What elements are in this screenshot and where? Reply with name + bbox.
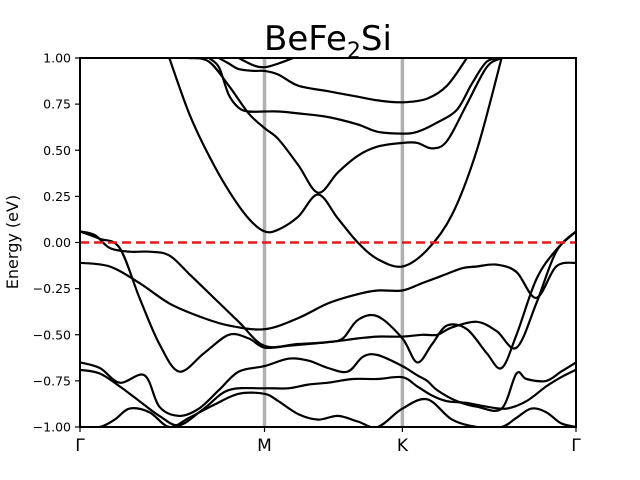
y-axis-ticks: 1.00 0.75 0.50 0.25 0.00 −0.25 −0.50 −0.75 −1.00 xyxy=(33,51,80,435)
y-tick-label: −1.00 xyxy=(33,420,71,435)
band-6 xyxy=(168,58,503,268)
title-subscript: 2 xyxy=(347,39,361,64)
band-4 xyxy=(80,368,576,427)
band-8 xyxy=(208,58,502,135)
y-tick-label: 0.25 xyxy=(43,189,71,204)
x-tick-label: Γ xyxy=(571,436,581,456)
y-tick-label: −0.75 xyxy=(33,373,71,388)
y-tick-label: 0.75 xyxy=(43,97,71,112)
band-3 xyxy=(80,353,576,418)
band-lines xyxy=(80,58,576,427)
y-tick-label: −0.50 xyxy=(33,327,71,342)
band-7 xyxy=(169,58,503,194)
x-tick-label: M xyxy=(257,436,272,456)
y-tick-label: 1.00 xyxy=(43,51,71,66)
band-1 xyxy=(80,230,576,350)
title-main: BeFe xyxy=(264,19,347,59)
title-end: Si xyxy=(361,19,392,59)
y-tick-label: −0.25 xyxy=(33,281,71,296)
y-tick-label: 0.00 xyxy=(43,235,71,250)
x-tick-label: K xyxy=(397,436,409,456)
band-10 xyxy=(238,58,294,69)
band-2 xyxy=(80,230,576,373)
x-tick-label: Γ xyxy=(75,436,85,456)
y-tick-label: 0.50 xyxy=(43,143,71,158)
band-9 xyxy=(218,58,468,104)
y-axis-label: Energy (eV) xyxy=(3,195,22,289)
band-5 xyxy=(80,391,576,427)
band-0 xyxy=(80,261,576,331)
